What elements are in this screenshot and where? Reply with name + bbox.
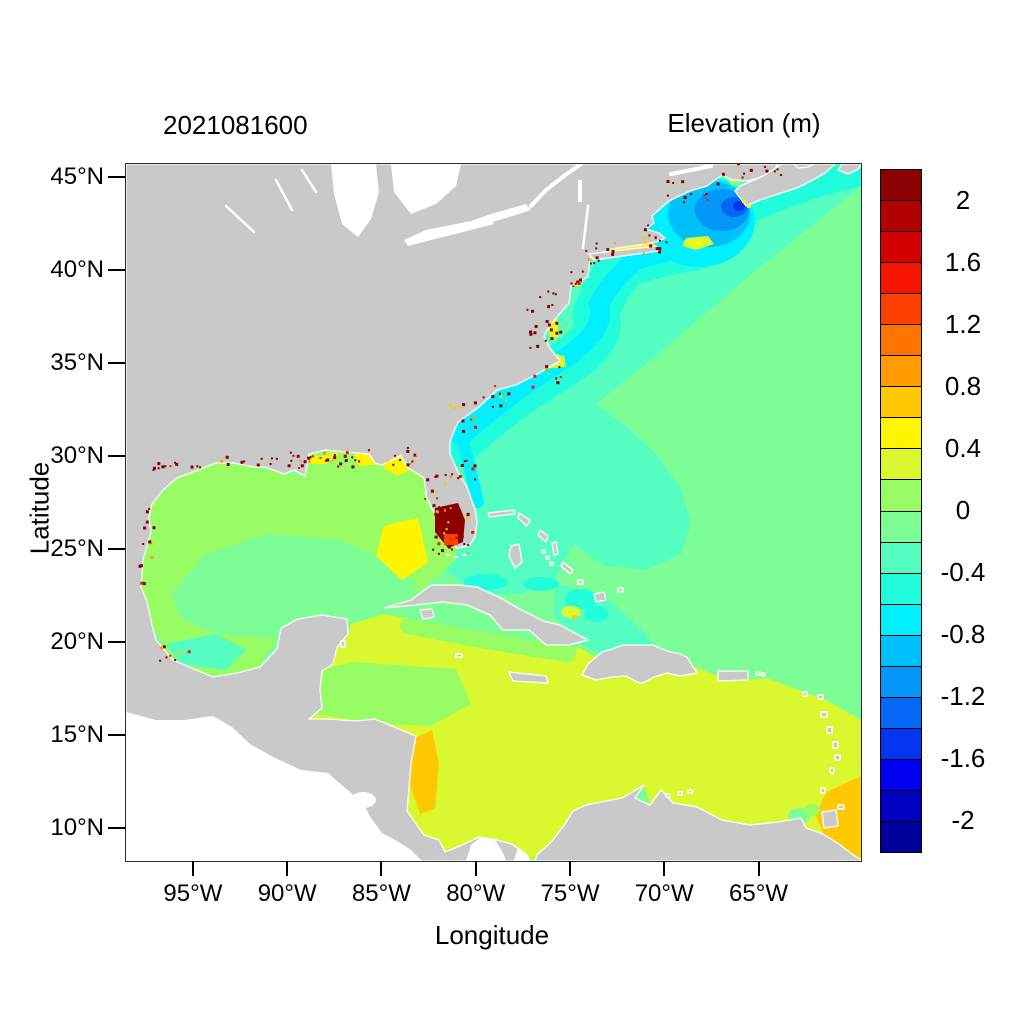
colorbar-segment — [881, 697, 921, 729]
colorbar-segment — [881, 418, 921, 450]
elevation-map — [126, 164, 861, 861]
colorbar-tick-label: 0 — [955, 495, 971, 525]
y-tick-label: 15°N — [50, 721, 104, 748]
colorbar-segment — [881, 232, 921, 264]
y-tick-mark — [108, 734, 125, 736]
y-tick-mark — [108, 827, 125, 829]
x-tick-label: 85°W — [351, 880, 411, 907]
y-tick-label: 20°N — [50, 628, 104, 655]
y-tick-mark — [108, 455, 125, 457]
colorbar-tick-label: -0.8 — [940, 619, 986, 649]
y-tick-mark — [108, 548, 125, 550]
colorbar-segment — [881, 325, 921, 357]
colorbar-segment — [881, 790, 921, 822]
colorbar-tick-label: 0.4 — [944, 433, 982, 463]
colorbar-tick-label: 2 — [955, 185, 971, 215]
colorbar-segment — [881, 511, 921, 543]
colorbar-segment — [881, 294, 921, 326]
y-tick-label: 10°N — [50, 814, 104, 841]
x-tick-mark — [191, 861, 194, 876]
x-tick-mark — [569, 861, 571, 876]
colorbar-segment — [881, 666, 921, 698]
colorbar-tick-label: -1.2 — [940, 681, 986, 711]
colorbar-segment — [881, 201, 921, 233]
colorbar-tick-label: -1.6 — [940, 743, 986, 773]
colorbar-segment — [881, 604, 921, 636]
y-tick-label: 45°N — [50, 163, 104, 190]
x-tick-label: 65°W — [729, 880, 788, 907]
timestamp-title: 2021081600 — [163, 110, 308, 140]
colorbar-segment — [881, 449, 921, 481]
coastal-speckles — [138, 164, 782, 662]
outside-domain-white — [126, 712, 530, 861]
y-tick-mark — [108, 269, 125, 271]
y-tick-mark — [108, 176, 125, 178]
colorbar-segment — [881, 821, 921, 853]
x-tick-label: 75°W — [540, 880, 600, 907]
x-tick-label: 90°W — [257, 880, 317, 907]
colorbar-segment — [881, 356, 921, 388]
x-tick-label: 80°W — [446, 880, 506, 907]
y-tick-label: 30°N — [50, 442, 104, 469]
x-tick-mark — [474, 861, 477, 876]
colorbar-tick-label: 1.2 — [944, 309, 982, 339]
map-plot-area — [125, 163, 862, 862]
colorbar-tick-label: -0.4 — [940, 557, 986, 587]
y-tick-mark — [108, 641, 125, 643]
colorbar-tick-label: -2 — [951, 805, 975, 835]
colorbar-segment — [881, 170, 921, 202]
colorbar-tick-label: 0.8 — [944, 371, 982, 401]
x-axis-title: Longitude — [434, 920, 550, 950]
x-tick-mark — [286, 861, 289, 876]
elevation-title: Elevation (m) — [667, 108, 821, 138]
colorbar-segment — [881, 263, 921, 295]
y-tick-label: 40°N — [50, 256, 104, 283]
x-tick-label: 70°W — [634, 880, 694, 907]
colorbar-segment — [881, 573, 921, 605]
land-mainland — [126, 164, 861, 861]
great-lakes — [224, 164, 713, 250]
y-tick-mark — [108, 362, 125, 364]
x-tick-mark — [663, 861, 666, 876]
x-tick-label: 95°W — [163, 880, 223, 907]
colorbar-segment — [881, 728, 921, 760]
colorbar — [880, 169, 922, 853]
colorbar-tick-label: 1.6 — [944, 247, 982, 277]
colorbar-segment — [881, 480, 921, 512]
islands — [340, 245, 845, 829]
y-tick-label: 35°N — [50, 349, 104, 376]
colorbar-segment — [881, 759, 921, 791]
colorbar-segment — [881, 387, 921, 419]
colorbar-segment — [881, 635, 921, 667]
y-tick-label: 25°N — [50, 535, 104, 562]
x-tick-mark — [757, 861, 760, 876]
x-tick-mark — [380, 861, 383, 876]
colorbar-segment — [881, 542, 921, 574]
